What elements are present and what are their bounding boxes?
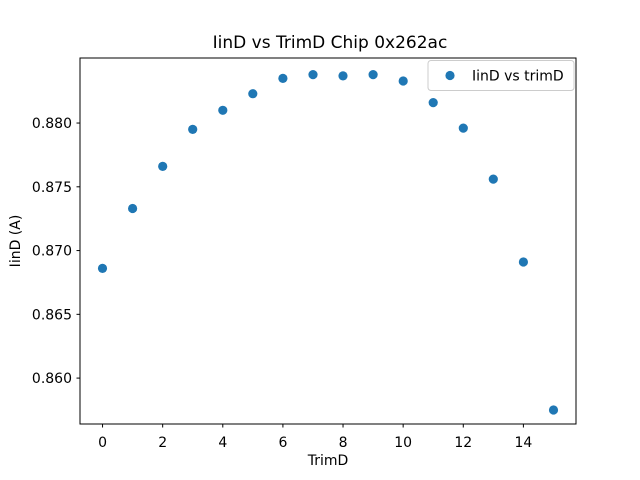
data-point	[128, 203, 138, 214]
y-tick-label: 0.875	[32, 180, 72, 196]
x-tick-label: 2	[158, 435, 167, 451]
data-point	[518, 257, 529, 267]
legend-marker-icon	[445, 70, 455, 81]
legend-entry-label: IinD vs trimD	[472, 69, 564, 85]
x-tick-label: 12	[454, 435, 472, 451]
legend: IinD vs trimD	[427, 60, 575, 91]
x-tick-label: 0	[98, 435, 107, 451]
data-point	[398, 76, 408, 86]
x-tick-label: 6	[278, 435, 287, 451]
data-point	[368, 70, 378, 80]
x-tick-label: 4	[218, 435, 227, 451]
data-point	[248, 89, 258, 99]
y-axis-ticks: 0.860 0.865 0.870 0.875 0.880	[32, 116, 80, 387]
x-tick-label: 14	[514, 435, 532, 451]
legend-frame	[427, 60, 575, 91]
scatter-series	[97, 70, 559, 415]
data-point	[488, 174, 498, 184]
chart-title: IinD vs TrimD Chip 0x262ac	[213, 33, 448, 53]
data-point	[97, 263, 108, 273]
x-tick-label: 10	[394, 435, 412, 451]
y-tick-label: 0.880	[32, 116, 72, 132]
x-tick-label: 8	[339, 435, 348, 451]
y-tick-label: 0.870	[32, 244, 72, 260]
data-point	[218, 105, 228, 115]
y-axis-label: IinD (A)	[8, 215, 24, 268]
x-axis-label: TrimD	[307, 453, 349, 469]
data-point	[278, 73, 288, 83]
data-point	[188, 124, 198, 134]
y-tick-label: 0.865	[32, 307, 72, 323]
plot-area	[79, 57, 577, 425]
data-point	[308, 70, 318, 80]
data-point	[158, 161, 168, 171]
data-point	[548, 405, 559, 415]
data-point	[338, 71, 348, 81]
data-point	[458, 123, 468, 133]
y-tick-label: 0.860	[32, 371, 72, 387]
data-point	[428, 98, 438, 108]
x-axis-ticks: 0 2 4 6 8 10 12 14	[98, 424, 532, 451]
